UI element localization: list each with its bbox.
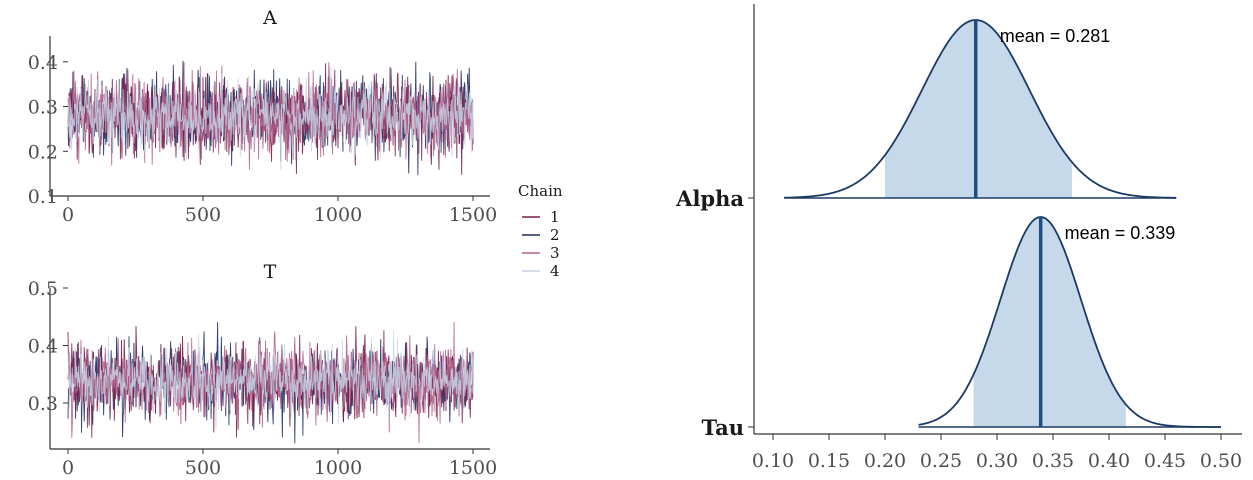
x-tick-label: 0.15 xyxy=(808,450,850,472)
y-tick-label: 0.5 xyxy=(28,278,58,300)
legend-label-2: 2 xyxy=(550,226,560,244)
density-curve-tau xyxy=(918,216,1221,428)
mean-label-tau: mean = 0.339 xyxy=(1065,223,1176,243)
legend-label-4: 4 xyxy=(550,262,560,280)
x-tick-label: 500 xyxy=(185,457,221,479)
legend-title: Chain xyxy=(518,182,563,200)
x-tick-label: 0 xyxy=(62,204,74,226)
trace-title-a: A xyxy=(262,7,277,29)
x-tick-label: 0.45 xyxy=(1144,450,1186,472)
x-tick-label: 0.30 xyxy=(976,450,1018,472)
density-curve-alpha xyxy=(784,19,1177,199)
x-tick-label: 0.10 xyxy=(752,450,794,472)
x-tick-label: 0.20 xyxy=(864,450,906,472)
trace-t-series xyxy=(67,321,474,444)
x-tick-label: 1500 xyxy=(449,457,497,479)
x-tick-label: 0 xyxy=(62,457,74,479)
x-tick-label: 500 xyxy=(185,204,221,226)
trace-plot-t: T 0.3 0.4 0.5 0 500 1000 1500 xyxy=(28,261,497,479)
x-tick-label: 0.35 xyxy=(1032,450,1074,472)
trace-t-x-ticks: 0 500 1000 1500 xyxy=(62,449,497,479)
y-category-tau: Tau xyxy=(702,415,745,440)
y-tick-label: 0.1 xyxy=(28,186,58,208)
trace-a-x-ticks: 0 500 1000 1500 xyxy=(62,196,497,226)
trace-a-series xyxy=(67,60,474,176)
x-tick-label: 1000 xyxy=(314,457,362,479)
density-x-ticks: 0.10 0.15 0.20 0.25 0.30 0.35 0.40 0.45 0.50 xyxy=(752,434,1242,472)
trace-line-chain-4 xyxy=(67,330,474,430)
density-interval-tau xyxy=(973,217,1126,427)
density-y-labels: Alpha Tau xyxy=(675,186,754,440)
trace-line-chain-4 xyxy=(67,67,474,171)
x-tick-label: 0.25 xyxy=(920,450,962,472)
x-tick-label: 0.50 xyxy=(1200,450,1242,472)
y-tick-label: 0.4 xyxy=(28,336,58,358)
density-shapes: mean = 0.281 mean = 0.339 xyxy=(784,19,1221,428)
density-interval-alpha xyxy=(885,20,1072,198)
y-tick-label: 0.3 xyxy=(28,393,58,415)
x-tick-label: 0.40 xyxy=(1088,450,1130,472)
trace-t-y-ticks: 0.3 0.4 0.5 xyxy=(28,278,68,415)
legend-label-3: 3 xyxy=(550,244,560,262)
x-tick-label: 1000 xyxy=(314,204,362,226)
x-tick-label: 1500 xyxy=(449,204,497,226)
trace-a-y-ticks: 0.1 0.2 0.3 0.4 xyxy=(28,52,68,208)
trace-title-t: T xyxy=(264,261,277,283)
legend-label-1: 1 xyxy=(550,208,560,226)
y-tick-label: 0.2 xyxy=(28,141,58,163)
trace-line-chain-3 xyxy=(67,62,474,170)
y-category-alpha: Alpha xyxy=(675,186,744,211)
mean-label-alpha: mean = 0.281 xyxy=(1000,26,1111,46)
y-tick-label: 0.3 xyxy=(28,97,58,119)
trace-plot-a: A 0.1 0.2 0.3 0.4 0 500 1000 1500 xyxy=(28,7,497,226)
y-tick-label: 0.4 xyxy=(28,52,58,74)
